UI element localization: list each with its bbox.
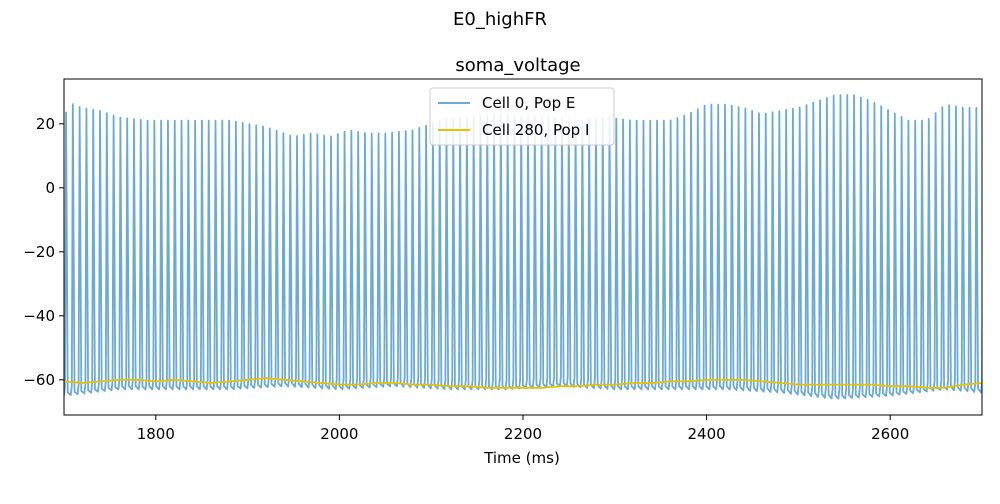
series-line bbox=[64, 377, 982, 389]
figure-suptitle: E0_highFR bbox=[453, 9, 547, 30]
x-tick-label: 2400 bbox=[688, 425, 726, 443]
legend-box bbox=[429, 87, 615, 146]
legend-label: Cell 280, Pop I bbox=[482, 121, 589, 139]
y-tick-label: −20 bbox=[23, 243, 55, 261]
x-axis-label: Time (ms) bbox=[483, 449, 560, 467]
y-tick-label: −40 bbox=[23, 307, 55, 325]
x-tick-label: 1800 bbox=[137, 425, 175, 443]
x-axis: 1800 2000 2200 2400 2600 bbox=[137, 415, 909, 443]
series-line bbox=[64, 94, 982, 400]
y-tick-label: 0 bbox=[45, 179, 55, 197]
y-tick-label: −60 bbox=[23, 371, 55, 389]
x-tick-label: 2600 bbox=[871, 425, 909, 443]
y-tick-label: 20 bbox=[36, 115, 55, 133]
chart-title: soma_voltage bbox=[455, 55, 580, 76]
legend: Cell 0, Pop E Cell 280, Pop I bbox=[429, 87, 615, 146]
y-axis: −60 −40 −20 0 20 bbox=[23, 115, 64, 389]
legend-label: Cell 0, Pop E bbox=[482, 94, 575, 112]
x-tick-label: 2000 bbox=[320, 425, 358, 443]
x-tick-label: 2200 bbox=[504, 425, 542, 443]
plot-area bbox=[64, 94, 982, 400]
